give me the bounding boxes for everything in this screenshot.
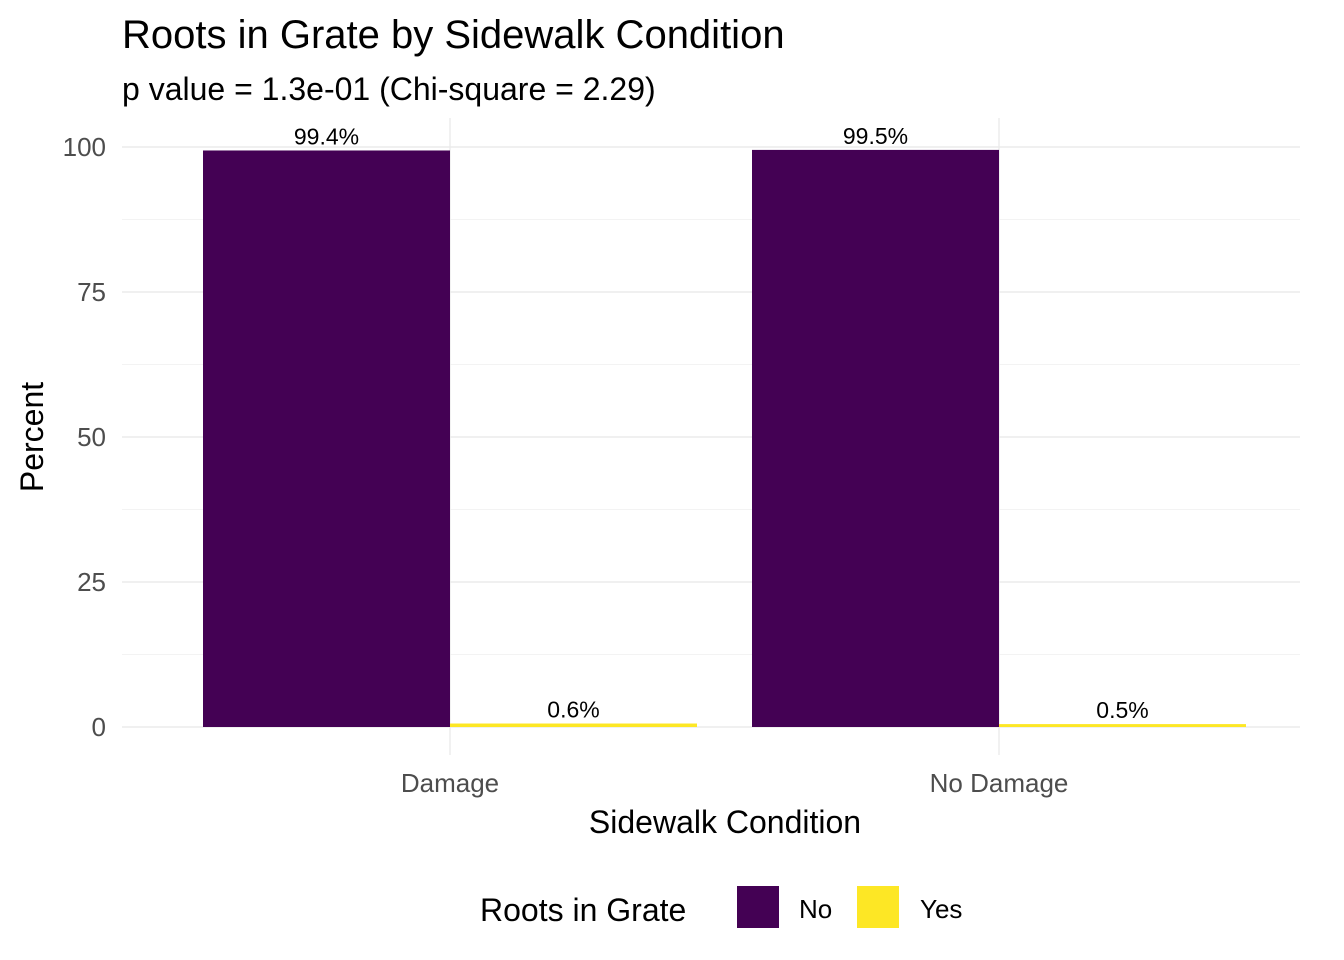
y-axis-title: Percent: [14, 382, 50, 492]
chart-subtitle: p value = 1.3e-01 (Chi-square = 2.29): [122, 71, 656, 107]
y-tick-label: 25: [77, 567, 106, 597]
y-tick-label: 100: [63, 132, 106, 162]
x-axis: Damage No Damage: [401, 768, 1069, 798]
data-label: 99.5%: [843, 123, 908, 149]
bar: [752, 149, 999, 727]
chart-title: Roots in Grate by Sidewalk Condition: [122, 13, 785, 57]
data-label: 99.4%: [294, 123, 359, 149]
bars: [203, 149, 1246, 728]
x-tick-label: Damage: [401, 768, 499, 798]
y-axis: 0 25 50 75 100: [63, 132, 106, 742]
bar: [999, 724, 1246, 727]
data-label: 0.5%: [1096, 697, 1148, 723]
x-tick-label: No Damage: [930, 768, 1069, 798]
legend-key-swatch: [737, 886, 779, 928]
bar: [203, 150, 450, 728]
legend-key-swatch: [857, 886, 899, 928]
legend-title: Roots in Grate: [480, 892, 686, 928]
x-axis-title: Sidewalk Condition: [589, 804, 861, 840]
data-label: 0.6%: [547, 697, 599, 723]
bar: [450, 723, 697, 727]
legend-key-label: No: [799, 894, 832, 924]
y-tick-label: 0: [92, 712, 106, 742]
y-tick-label: 50: [77, 422, 106, 452]
legend: Roots in Grate No Yes: [480, 886, 962, 928]
data-labels: 99.4% 0.6% 99.5% 0.5%: [294, 123, 1149, 723]
legend-key-label: Yes: [920, 894, 962, 924]
y-tick-label: 75: [77, 277, 106, 307]
